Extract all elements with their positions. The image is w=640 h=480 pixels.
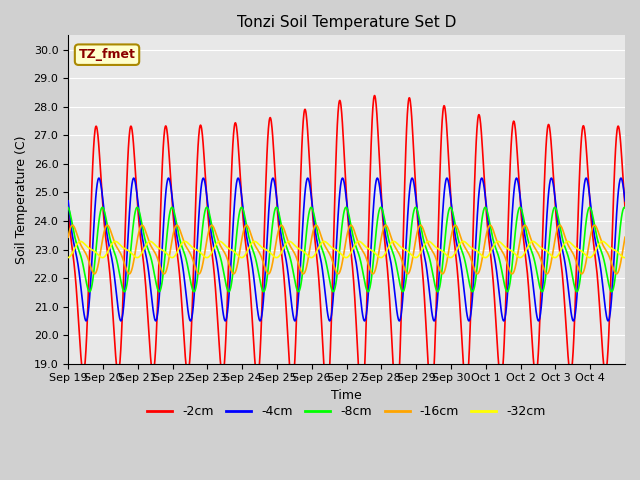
Legend: -2cm, -4cm, -8cm, -16cm, -32cm: -2cm, -4cm, -8cm, -16cm, -32cm bbox=[142, 400, 551, 423]
Text: TZ_fmet: TZ_fmet bbox=[79, 48, 136, 61]
Y-axis label: Soil Temperature (C): Soil Temperature (C) bbox=[15, 135, 28, 264]
X-axis label: Time: Time bbox=[332, 389, 362, 402]
Title: Tonzi Soil Temperature Set D: Tonzi Soil Temperature Set D bbox=[237, 15, 456, 30]
